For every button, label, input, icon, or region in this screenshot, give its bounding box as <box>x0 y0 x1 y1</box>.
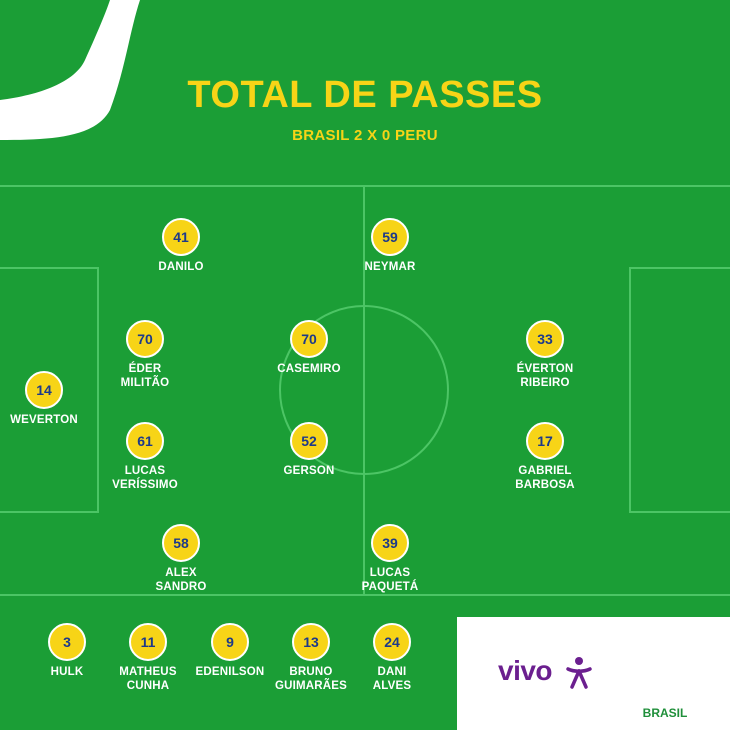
pass-count-badge: 11 <box>129 623 167 661</box>
player-name: BRUNO GUIMARÃES <box>274 666 348 692</box>
player-name: DANI ALVES <box>372 666 412 692</box>
player-name: EDENILSON <box>195 666 265 678</box>
player-hulk: 3 HULK <box>7 623 127 679</box>
swoosh-decoration <box>0 0 140 140</box>
player-lucas-paqueta: 39 LUCAS PAQUETÁ <box>330 524 450 594</box>
pass-count-badge: 61 <box>126 422 164 460</box>
left-penalty-box <box>0 267 99 513</box>
center-circle <box>279 305 449 475</box>
player-name: NEYMAR <box>364 261 416 273</box>
player-name: ÉDER MILITÃO <box>120 363 170 389</box>
player-alex-sandro: 58 ALEX SANDRO <box>121 524 241 594</box>
player-name: ALEX SANDRO <box>155 567 207 593</box>
player-gabriel-barbosa: 17 GABRIEL BARBOSA <box>485 422 605 492</box>
pass-count-badge: 59 <box>371 218 409 256</box>
player-casemiro: 70 CASEMIRO <box>249 320 369 376</box>
player-name: CASEMIRO <box>277 363 341 375</box>
player-danilo: 41 DANILO <box>121 218 241 274</box>
cbf-brasil-label: BRASIL <box>642 706 688 720</box>
player-gerson: 52 GERSON <box>249 422 369 478</box>
player-name: LUCAS PAQUETÁ <box>361 567 419 593</box>
player-name: LUCAS VERÍSSIMO <box>112 465 178 491</box>
player-bruno-guimaraes: 13 BRUNO GUIMARÃES <box>251 623 371 693</box>
pass-count-badge: 70 <box>290 320 328 358</box>
player-neymar: 59 NEYMAR <box>330 218 450 274</box>
player-edenilson: 9 EDENILSON <box>170 623 290 679</box>
sponsor-panel <box>457 617 730 730</box>
pass-count-badge: 52 <box>290 422 328 460</box>
player-name: GABRIEL BARBOSA <box>515 465 575 491</box>
player-name: DANILO <box>158 261 204 273</box>
pass-count-badge: 58 <box>162 524 200 562</box>
player-eder-militao: 70 ÉDER MILITÃO <box>85 320 205 390</box>
vivo-logo: vivo <box>498 655 553 686</box>
pass-count-badge: 14 <box>25 371 63 409</box>
player-lucas-verissimo: 61 LUCAS VERÍSSIMO <box>85 422 205 492</box>
player-name: HULK <box>50 666 84 678</box>
player-matheus-cunha: 11 MATHEUS CUNHA <box>88 623 208 693</box>
pass-count-badge: 39 <box>371 524 409 562</box>
page-title: TOTAL DE PASSES <box>187 74 543 116</box>
pass-count-badge: 24 <box>373 623 411 661</box>
pass-count-badge: 13 <box>292 623 330 661</box>
pass-count-badge: 17 <box>526 422 564 460</box>
vivo-figure-icon <box>566 657 592 689</box>
player-everton-ribeiro: 33 ÉVERTON RIBEIRO <box>485 320 605 390</box>
player-dani-alves: 24 DANI ALVES <box>332 623 452 693</box>
pass-count-badge: 33 <box>526 320 564 358</box>
player-weverton: 14 WEVERTON <box>0 371 104 427</box>
player-name: GERSON <box>283 465 335 477</box>
match-score: BRASIL 2 X 0 PERU <box>292 127 438 144</box>
cbf-crest-initials: CBF <box>656 666 674 675</box>
player-name: ÉVERTON RIBEIRO <box>516 363 574 389</box>
player-name: WEVERTON <box>10 414 78 426</box>
pass-count-badge: 9 <box>211 623 249 661</box>
right-penalty-box <box>629 267 730 513</box>
pass-count-badge: 41 <box>162 218 200 256</box>
player-name: MATHEUS CUNHA <box>119 666 177 692</box>
pass-count-badge: 70 <box>126 320 164 358</box>
pass-count-badge: 3 <box>48 623 86 661</box>
